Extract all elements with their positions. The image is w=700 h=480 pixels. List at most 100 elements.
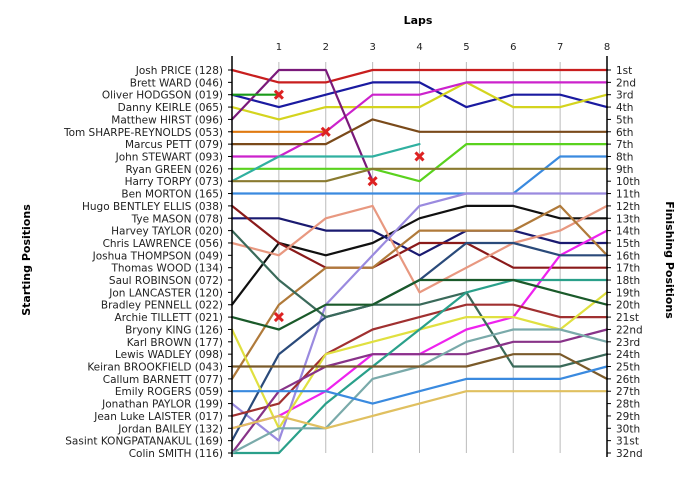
- series-line-22: [230, 303, 609, 417]
- lap-tick-label-6: 6: [510, 42, 516, 53]
- starting-label-25: Keiran BROOKFIELD (043): [87, 362, 223, 374]
- finishing-position-labels: 1st2nd3rd4th5th6th7th8th9th10th11th12th1…: [616, 65, 643, 460]
- starting-label-20: Bradley PENNELL (022): [101, 300, 223, 312]
- starting-label-30: Jordan BAILEY (132): [117, 423, 223, 435]
- starting-position-labels: Josh PRICE (128)Brett WARD (046)Oliver H…: [63, 65, 223, 460]
- retirement-cross-b: [273, 89, 284, 100]
- finishing-label-28: 28th: [616, 399, 640, 411]
- finishing-label-25: 25th: [616, 362, 640, 374]
- series-line-3: [230, 81, 609, 121]
- starting-label-4: Danny KEIRLE (065): [118, 102, 223, 114]
- finishing-label-10: 10th: [616, 176, 640, 188]
- finishing-label-20: 20th: [616, 300, 640, 312]
- finishing-label-30: 30th: [616, 423, 640, 435]
- finishing-label-29: 29th: [616, 411, 640, 423]
- grid-lines: [278, 62, 608, 453]
- retirement-cross-b: [414, 151, 425, 162]
- finishing-label-31: 31st: [616, 436, 639, 448]
- series-line-27: [230, 353, 609, 380]
- lap-tick-labels: 1 2 3 4 5 6 7 8: [276, 42, 611, 53]
- finishing-label-2: 2nd: [616, 77, 636, 89]
- starting-label-6: Tom SHARPE-REYNOLDS (053): [63, 127, 223, 139]
- finishing-label-12: 12th: [616, 201, 640, 213]
- starting-label-15: Chris LAWRENCE (056): [103, 238, 223, 250]
- starting-label-29: Jean Luke LAISTER (017): [93, 411, 223, 423]
- finishing-label-11: 11th: [616, 189, 640, 201]
- finishing-label-22: 22nd: [616, 324, 643, 336]
- finishing-label-16: 16th: [616, 250, 640, 262]
- starting-label-24: Lewis WADLEY (098): [115, 349, 223, 361]
- finishing-label-18: 18th: [616, 275, 640, 287]
- lap-tick-label-8: 8: [604, 42, 610, 53]
- starting-label-3: Oliver HODGSON (019): [102, 90, 223, 102]
- retirement-marker-2: [320, 126, 331, 137]
- series-line-2: [230, 81, 609, 109]
- series-line-5: [230, 68, 374, 183]
- series-line-29: [230, 390, 609, 430]
- finishing-label-27: 27th: [616, 386, 640, 398]
- retirement-cross-b: [320, 126, 331, 137]
- finishing-label-3: 3rd: [616, 90, 633, 102]
- lap-tick-label-5: 5: [463, 42, 469, 53]
- retirement-markers: [273, 89, 425, 323]
- finishing-label-21: 21st: [616, 312, 639, 324]
- starting-label-13: Tye MASON (078): [131, 213, 223, 225]
- top-axis-title: Laps: [404, 14, 433, 27]
- starting-label-17: Thomas WOOD (134): [110, 263, 223, 275]
- series-line-12: [230, 167, 609, 183]
- starting-label-31: Sasint KONGPATANAKUL (169): [65, 436, 223, 448]
- finishing-label-15: 15th: [616, 238, 640, 250]
- finishing-label-1: 1st: [616, 65, 632, 77]
- starting-label-27: Emily ROGERS (059): [115, 386, 223, 398]
- starting-label-26: Callum BARNETT (077): [103, 374, 223, 386]
- finishing-label-14: 14th: [616, 226, 640, 238]
- series-line-1: [230, 68, 609, 84]
- finishing-label-17: 17th: [616, 263, 640, 275]
- starting-label-1: Josh PRICE (128): [135, 65, 223, 77]
- starting-label-21: Archie TILLETT (021): [115, 312, 223, 324]
- finishing-label-19: 19th: [616, 287, 640, 299]
- retirement-marker-1: [273, 89, 284, 100]
- starting-label-19: Jon LANCASTER (120): [108, 287, 223, 299]
- retirement-marker-5: [273, 312, 284, 323]
- starting-label-16: Joshua THOMPSON (049): [92, 250, 223, 262]
- series-line-30: [230, 278, 609, 331]
- series-line-16: [230, 204, 609, 294]
- starting-label-28: Jonathan PAYLOR (199): [101, 399, 223, 411]
- starting-label-23: Karl BROWN (177): [127, 337, 223, 349]
- starting-label-14: Harvey TAYLOR (020): [111, 226, 223, 238]
- finishing-label-9: 9th: [616, 164, 633, 176]
- right-axis-title: Finishing Positions: [663, 201, 676, 319]
- lap-tick-label-1: 1: [276, 42, 282, 53]
- retirement-marker-4: [414, 151, 425, 162]
- finishing-label-13: 13th: [616, 213, 640, 225]
- series-line-28: [230, 365, 609, 405]
- finishing-label-32: 32nd: [616, 448, 643, 460]
- retirement-marker-3: [367, 176, 378, 187]
- series-line-25: [230, 278, 609, 455]
- finishing-label-5: 5th: [616, 114, 633, 126]
- starting-label-12: Hugo BENTLEY ELLIS (038): [82, 201, 223, 213]
- chart-frame: [228, 56, 611, 457]
- starting-label-18: Saul ROBINSON (072): [109, 275, 223, 287]
- lap-tick-label-4: 4: [416, 42, 422, 53]
- finishing-label-4: 4th: [616, 102, 633, 114]
- left-axis-title: Starting Positions: [20, 204, 33, 316]
- series-line-21: [230, 229, 609, 368]
- series-line-15: [230, 204, 609, 269]
- starting-label-11: Ben MORTON (165): [121, 189, 223, 201]
- starting-label-22: Bryony KING (126): [125, 324, 223, 336]
- retirement-cross-b: [367, 176, 378, 187]
- series-line-10: [230, 143, 609, 183]
- starting-label-10: Harry TORPY (073): [125, 176, 223, 188]
- series-line-14: [230, 217, 609, 257]
- finishing-label-8: 8th: [616, 151, 633, 163]
- starting-label-32: Colin SMITH (116): [129, 448, 223, 460]
- retirement-cross-b: [273, 312, 284, 323]
- lap-tick-label-3: 3: [369, 42, 375, 53]
- starting-label-8: John STEWART (093): [115, 151, 223, 163]
- starting-label-7: Marcus PETT (079): [125, 139, 223, 151]
- lap-tick-label-7: 7: [557, 42, 563, 53]
- finishing-label-24: 24th: [616, 349, 640, 361]
